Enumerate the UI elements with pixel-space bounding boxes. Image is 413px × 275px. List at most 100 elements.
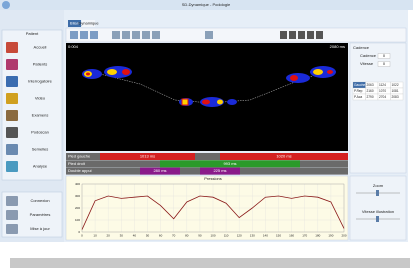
table-cell-text: 1070 bbox=[379, 89, 386, 93]
footprint bbox=[313, 69, 323, 75]
footprint-view bbox=[66, 43, 348, 151]
sidebar-icon[interactable] bbox=[6, 210, 18, 220]
sidebar-icon[interactable] bbox=[6, 93, 18, 104]
phase-label: Double appui bbox=[68, 168, 92, 173]
x-tick-label: 60 bbox=[159, 233, 163, 237]
sidebar-label: Vidéo bbox=[35, 96, 46, 101]
slider-label: Zoom bbox=[373, 183, 384, 188]
sidebar-label: Mise à jour bbox=[30, 226, 50, 231]
x-tick-label: 90 bbox=[198, 233, 202, 237]
sidebar-label: Connexion bbox=[30, 198, 49, 203]
x-tick-label: 200 bbox=[341, 233, 346, 237]
slider-thumb[interactable] bbox=[376, 216, 379, 222]
sidebar-label: Semelles bbox=[32, 147, 48, 152]
table-cell-text: Gauche bbox=[354, 83, 365, 87]
panel-title: Cadence bbox=[353, 45, 370, 50]
x-tick-label: 120 bbox=[237, 233, 242, 237]
slider-thumb[interactable] bbox=[376, 190, 379, 196]
tool-button[interactable] bbox=[152, 31, 160, 39]
field-label: Cadence bbox=[360, 53, 377, 58]
footprint bbox=[227, 99, 237, 105]
x-tick-label: 150 bbox=[276, 233, 281, 237]
table-cell-text: 1022 bbox=[392, 83, 399, 87]
y-tick-label: 400 bbox=[75, 182, 80, 186]
x-tick-label: 160 bbox=[289, 233, 294, 237]
x-tick-label: 80 bbox=[185, 233, 189, 237]
x-tick-label: 20 bbox=[107, 233, 111, 237]
table-cell-text: 2704 bbox=[379, 95, 386, 99]
sidebar-label: Examens bbox=[32, 113, 49, 118]
footprint bbox=[182, 99, 188, 105]
sidebar-icon[interactable] bbox=[6, 76, 18, 87]
sidebar-icon[interactable] bbox=[6, 196, 18, 206]
play-button[interactable] bbox=[298, 31, 305, 39]
tool-button[interactable] bbox=[122, 31, 130, 39]
tool-button[interactable] bbox=[112, 31, 120, 39]
phase-label: Pied gauche bbox=[68, 154, 91, 159]
tab-label: Dynamique bbox=[78, 21, 99, 26]
x-tick-label: 110 bbox=[224, 233, 229, 237]
x-tick-label: 170 bbox=[302, 233, 307, 237]
footprint bbox=[327, 70, 333, 74]
table-cell-text: 2790 bbox=[367, 95, 374, 99]
tool-button[interactable] bbox=[142, 31, 150, 39]
x-tick-label: 130 bbox=[250, 233, 255, 237]
x-tick-label: 10 bbox=[93, 233, 97, 237]
sidebar-icon[interactable] bbox=[6, 59, 18, 70]
table-cell-text: 1081 bbox=[392, 89, 399, 93]
table-cell-text: P.Rep bbox=[354, 89, 363, 93]
app-icon[interactable] bbox=[2, 1, 10, 9]
table-cell-text: 2160 bbox=[367, 89, 374, 93]
table-cell-text: P.Aca bbox=[354, 95, 362, 99]
footprint bbox=[290, 75, 298, 81]
table-cell-text: 2063 bbox=[367, 83, 374, 87]
x-tick-label: 40 bbox=[133, 233, 137, 237]
table-cell-text: 1124 bbox=[379, 83, 386, 87]
sidebar-icon[interactable] bbox=[6, 224, 18, 234]
tool-button[interactable] bbox=[80, 31, 88, 39]
window-title: SD-Dynamique - Podologie bbox=[182, 2, 231, 7]
field-label: Vitesse bbox=[360, 61, 374, 66]
tool-button[interactable] bbox=[132, 31, 140, 39]
x-tick-label: 180 bbox=[315, 233, 320, 237]
sidebar-label: Interrogatoire bbox=[28, 79, 53, 84]
y-tick-label: 100 bbox=[75, 218, 80, 222]
tool-button[interactable] bbox=[70, 31, 78, 39]
phase-value: 1013 ms bbox=[140, 154, 155, 159]
status-bar bbox=[10, 258, 410, 268]
slider-label: Vitesse illustration bbox=[362, 209, 394, 214]
sidebar-label: Analyse bbox=[33, 164, 48, 169]
app-window: SD-Dynamique - Podologie Patient 0:004 2… bbox=[0, 0, 413, 270]
tool-button[interactable] bbox=[90, 31, 98, 39]
footprint bbox=[122, 69, 130, 75]
sidebar-label: Paramètres bbox=[30, 212, 51, 217]
sidebar-icon[interactable] bbox=[6, 127, 18, 138]
play-button[interactable] bbox=[289, 31, 296, 39]
sidebar-icon[interactable] bbox=[6, 42, 18, 53]
tool-button[interactable] bbox=[205, 31, 213, 39]
footprint bbox=[86, 73, 90, 76]
sidebar-label: Accueil bbox=[34, 45, 47, 50]
sidebar-icon[interactable] bbox=[6, 110, 18, 121]
x-tick-label: 100 bbox=[210, 233, 215, 237]
time-label: 2080 ms bbox=[330, 44, 345, 49]
sidebar-section: Patient bbox=[26, 31, 39, 36]
play-button[interactable] bbox=[307, 31, 314, 39]
sidebar-label: Podoscan bbox=[31, 130, 49, 135]
phase-value: 225 ms bbox=[213, 168, 226, 173]
x-tick-label: 50 bbox=[146, 233, 150, 237]
sidebar-label: Patients bbox=[33, 62, 47, 67]
footprint bbox=[107, 69, 117, 75]
phase-value: 1020 ms bbox=[276, 154, 291, 159]
play-button[interactable] bbox=[316, 31, 323, 39]
play-button[interactable] bbox=[280, 31, 287, 39]
sidebar-icon[interactable] bbox=[6, 161, 18, 172]
sidebar-icon[interactable] bbox=[6, 144, 18, 155]
phase-value: 993 ms bbox=[223, 161, 236, 166]
table-cell-text: 2083 bbox=[392, 95, 399, 99]
y-tick-label: 300 bbox=[75, 194, 80, 198]
time-label: 0:004 bbox=[68, 44, 79, 49]
phase-value: 280 ms bbox=[153, 168, 166, 173]
x-tick-label: 70 bbox=[172, 233, 176, 237]
y-tick-label: 200 bbox=[75, 206, 80, 210]
